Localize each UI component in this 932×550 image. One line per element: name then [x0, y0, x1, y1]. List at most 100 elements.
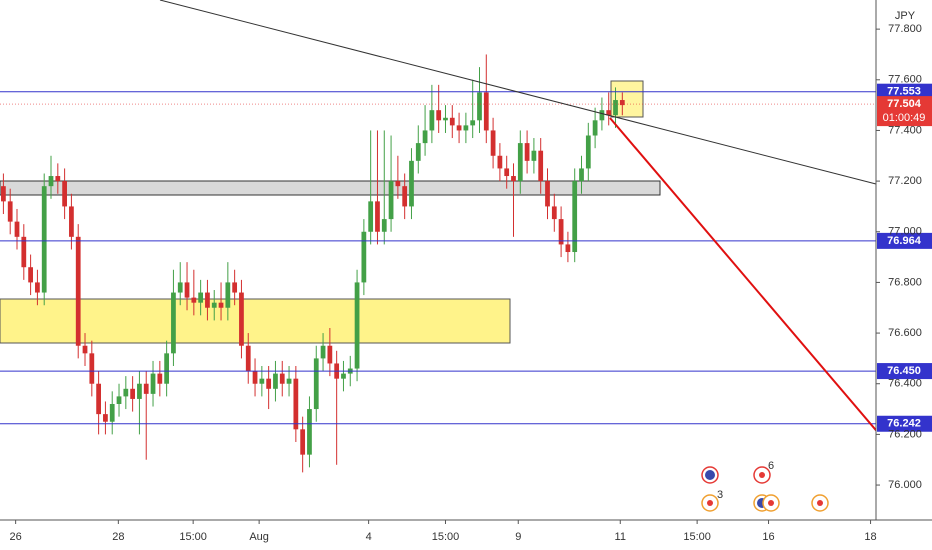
candle-body — [164, 353, 170, 384]
candle-body — [130, 388, 136, 399]
candle-body — [313, 358, 319, 410]
candle-body — [320, 345, 326, 359]
candle-body — [388, 181, 394, 220]
event-dot — [707, 500, 713, 506]
price-label-box — [877, 415, 932, 432]
y-tick-label: 77.400 — [888, 124, 922, 136]
candle-body — [55, 176, 61, 182]
candle-body — [470, 120, 476, 126]
candle-body — [103, 414, 108, 422]
y-tick-label: 76.800 — [888, 276, 922, 288]
candle-body — [354, 282, 360, 369]
candle-body — [531, 150, 537, 161]
candle-body — [89, 353, 95, 384]
candle-body — [123, 388, 129, 397]
candle-body — [545, 181, 550, 207]
candle-body — [48, 176, 54, 187]
x-tick-label: 15:00 — [683, 531, 711, 543]
y-tick-label: 76.400 — [888, 378, 922, 390]
candle-body — [198, 292, 204, 303]
candle-body — [490, 130, 496, 156]
price-label-box — [877, 83, 932, 100]
price-label: 76.242 — [887, 418, 921, 430]
candle-body — [409, 160, 414, 207]
candle-body — [157, 373, 163, 384]
candle-body — [524, 143, 530, 161]
candle-body — [259, 378, 265, 384]
candle-body — [239, 292, 244, 346]
candle-body — [463, 125, 469, 131]
candle-body — [422, 130, 428, 144]
y-tick-label: 77.200 — [888, 175, 922, 187]
currency-label: JPY — [895, 10, 916, 22]
x-tick-label: 4 — [366, 531, 372, 543]
x-tick-label: Aug — [249, 531, 269, 543]
candle-body — [82, 345, 88, 354]
candle-body — [35, 282, 40, 293]
candle-body — [585, 135, 591, 169]
candle-body — [449, 117, 455, 126]
y-tick-label: 76.000 — [888, 479, 922, 491]
candle-body — [62, 181, 67, 207]
y-tick-label: 77.000 — [888, 226, 922, 238]
candle-body — [511, 176, 516, 182]
candle-body — [361, 231, 367, 283]
candle-body — [483, 92, 489, 131]
candle-body — [456, 125, 462, 131]
x-tick-label: 18 — [864, 531, 876, 543]
candle-body — [116, 396, 122, 404]
candle-body — [477, 92, 482, 121]
event-count: 6 — [768, 460, 774, 472]
x-tick-label: 15:00 — [179, 531, 207, 543]
candle-body — [21, 236, 27, 268]
candle-body — [109, 403, 115, 422]
price-label-box — [877, 232, 932, 249]
candle-body — [381, 219, 387, 232]
candle-body — [436, 110, 442, 121]
candle-body — [341, 373, 346, 379]
candle-body — [293, 378, 299, 430]
candle-body — [579, 168, 584, 182]
events: 6 3 — [701, 460, 829, 512]
candle-body — [96, 383, 101, 415]
candle-body — [245, 345, 251, 372]
x-tick-label: 16 — [762, 531, 774, 543]
candle-body — [606, 110, 612, 116]
candle-body — [69, 206, 74, 237]
last-price-label: 77.504 — [887, 98, 922, 110]
candle-body — [572, 181, 578, 253]
candle-body — [75, 236, 81, 346]
candles — [0, 54, 876, 473]
event-dot — [759, 472, 765, 478]
price-label: 77.553 — [887, 86, 921, 98]
candle-body — [171, 292, 176, 354]
candle-body — [191, 297, 197, 303]
candle-body — [28, 267, 33, 283]
candle-body — [273, 373, 278, 389]
candle-body — [395, 181, 401, 187]
candle-body — [177, 282, 183, 293]
x-tick-label: 26 — [10, 531, 22, 543]
y-tick-label: 77.600 — [888, 74, 922, 86]
candle-body — [504, 168, 510, 177]
x-tick-label: 15:00 — [432, 531, 460, 543]
candle-body — [252, 371, 258, 384]
y-tick-label: 76.200 — [888, 428, 922, 440]
event-dot — [768, 500, 774, 506]
support-zone — [0, 180, 661, 196]
event-flag — [705, 470, 715, 480]
candle-body — [558, 219, 564, 245]
candle-body — [14, 221, 20, 237]
candle-body — [300, 429, 306, 455]
candle-body — [619, 100, 625, 106]
candle-body — [218, 302, 224, 308]
time-axis — [0, 520, 932, 550]
price-label: 76.450 — [887, 365, 921, 377]
candle-body — [143, 383, 149, 394]
candle-body — [150, 373, 156, 394]
candle-body — [225, 282, 231, 308]
y-tick-label: 77.800 — [888, 23, 922, 35]
candle-body — [211, 302, 217, 308]
